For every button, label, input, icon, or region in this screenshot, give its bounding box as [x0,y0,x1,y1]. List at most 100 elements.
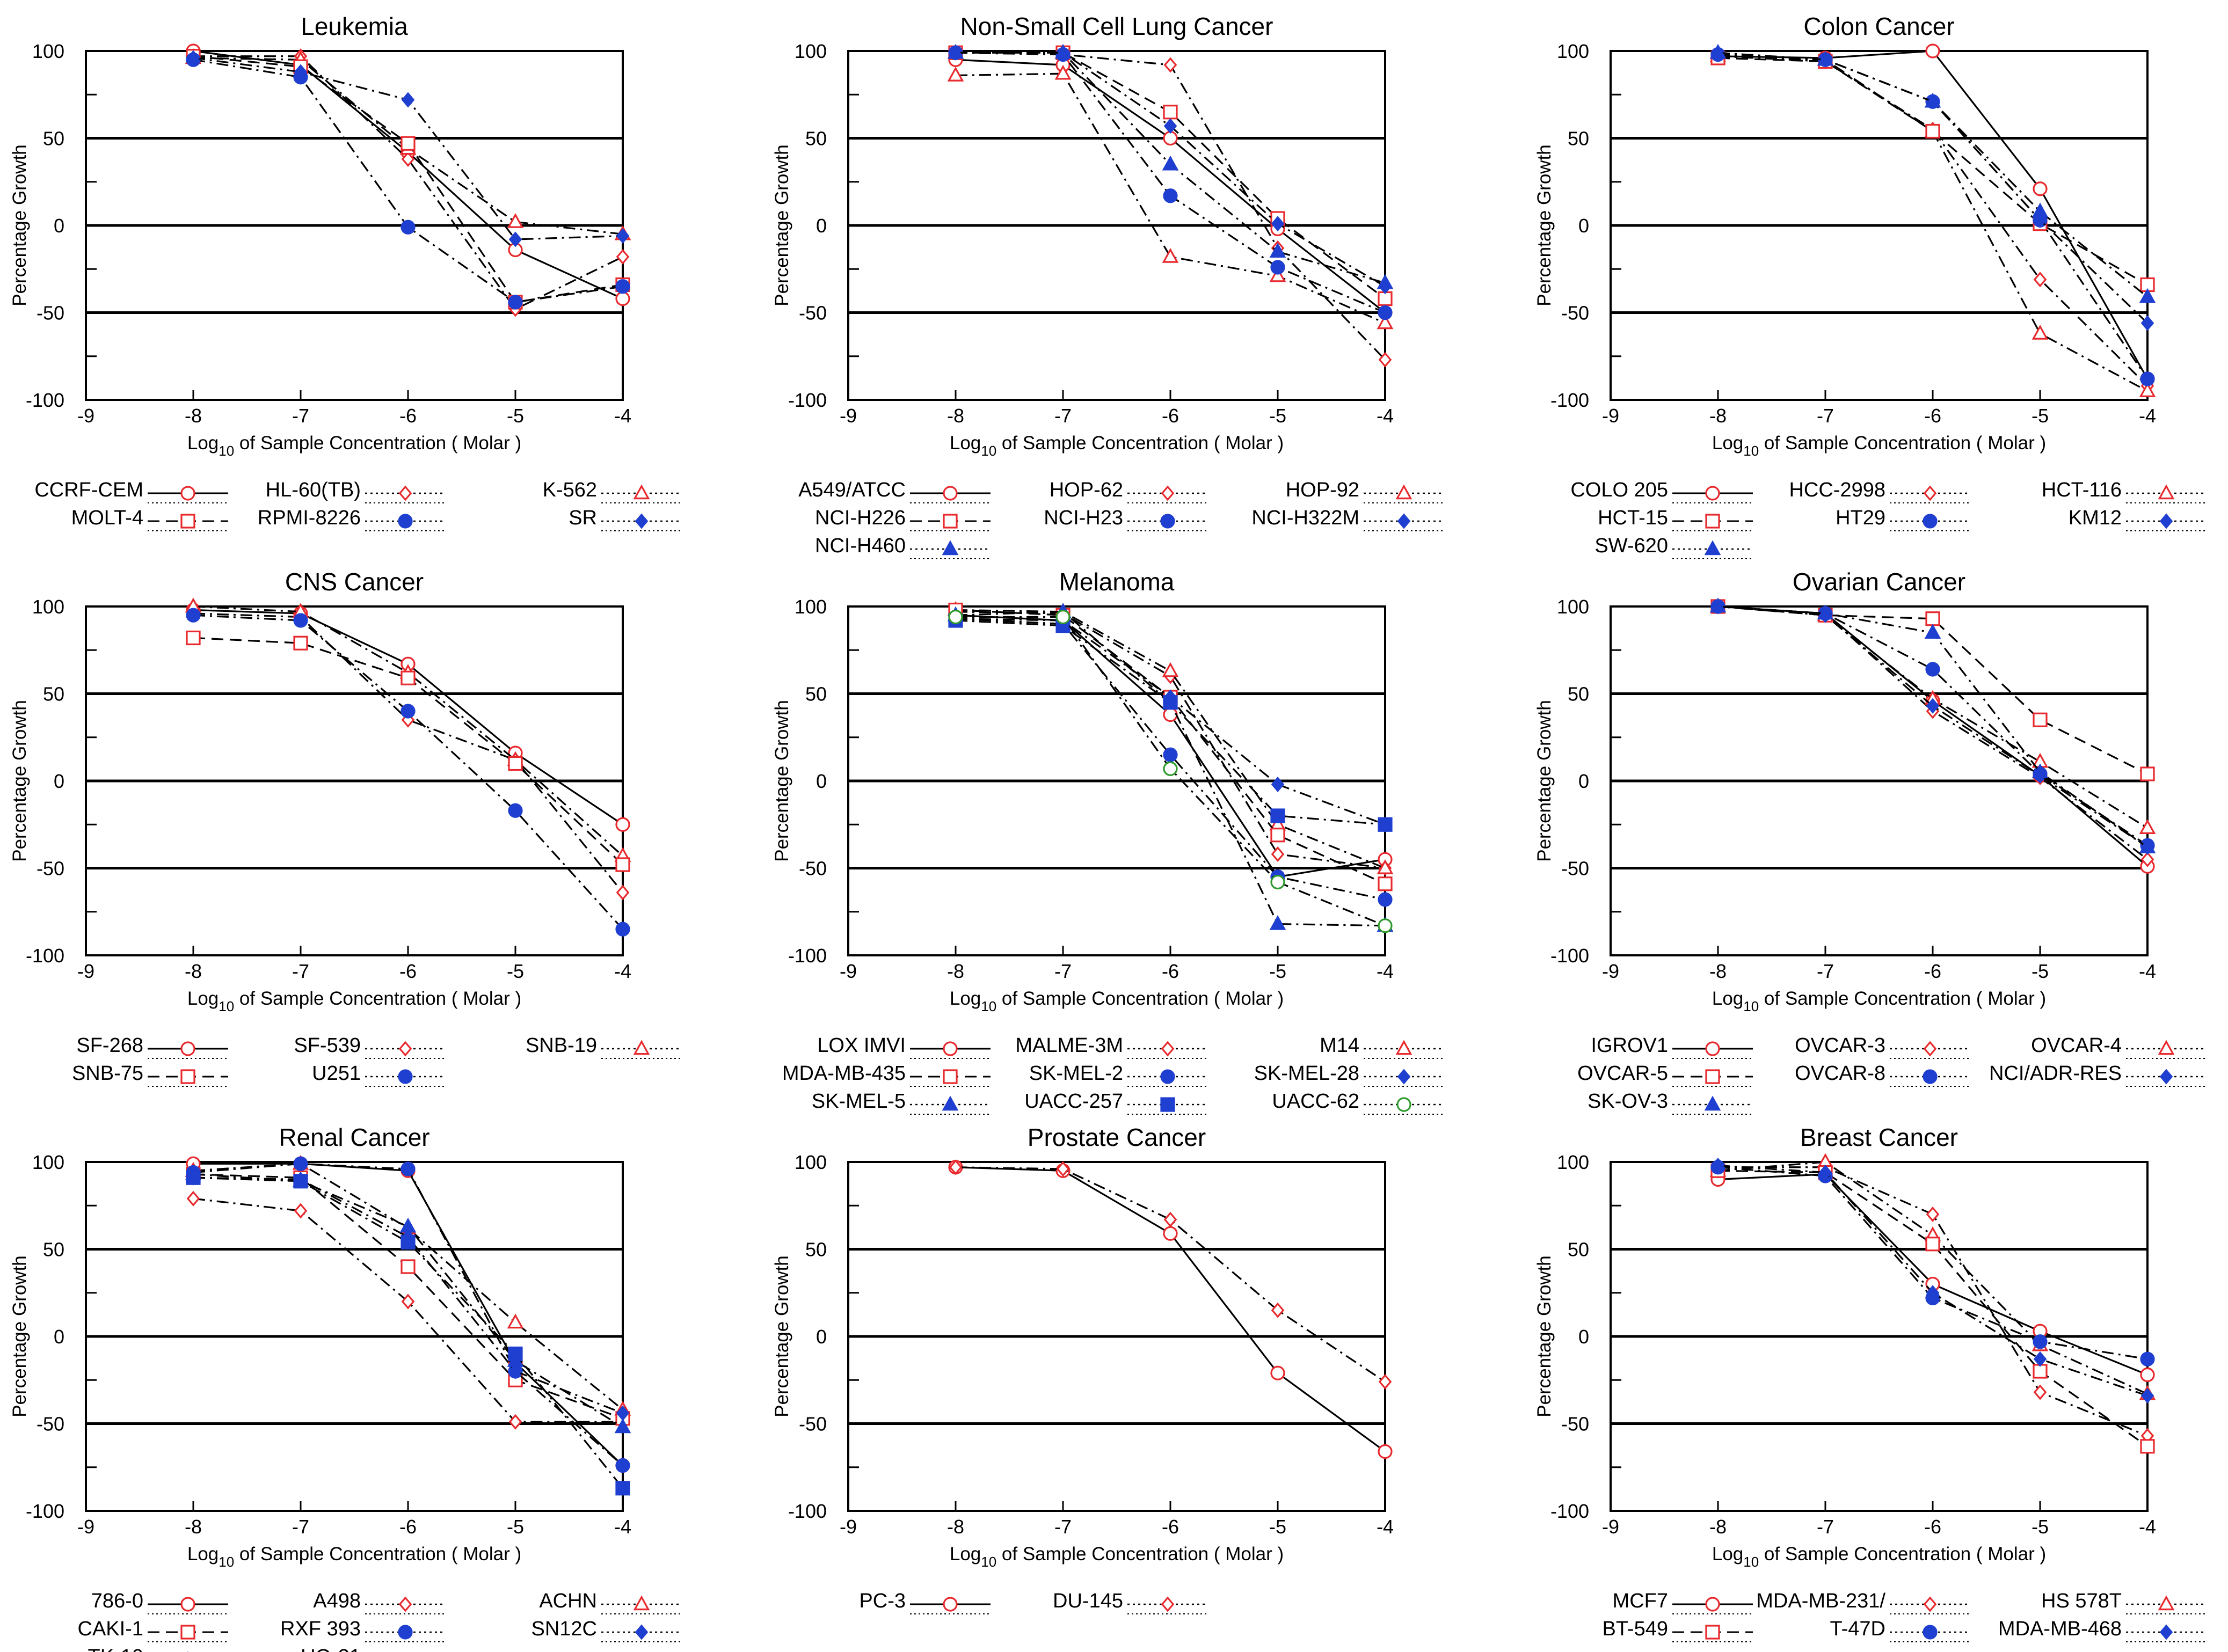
series-uacc-62 [948,609,1393,933]
series-line [955,609,1386,885]
legend-marker [1160,1097,1175,1112]
legend-marker [1923,514,1938,529]
series-line [1718,1166,2148,1437]
legend-marker [1704,1095,1721,1111]
legend-label: MCF7 [1613,1590,1668,1612]
legend-item: OVCAR-3 [1795,1034,1970,1059]
data-point [614,1418,631,1434]
legend-label: U251 [312,1062,361,1085]
legend-label: SK-MEL-5 [812,1090,906,1113]
data-point [947,43,964,59]
x-axis-label-base: Log [187,1544,219,1565]
x-tick-label: -8 [185,960,202,982]
series-malme-3m [949,604,1392,876]
x-tick-label: -6 [1162,405,1179,427]
x-axis-label-subscript: 10 [219,443,234,459]
data-point [1271,777,1285,792]
data-point [2139,382,2156,397]
data-point [2140,1439,2155,1454]
data-point [1270,874,1285,890]
legend-item: SK-MEL-5 [812,1090,991,1115]
series-line [1717,1166,2148,1360]
series-pc-3 [948,1160,1393,1459]
data-point [2139,838,2156,853]
legend-label: T-47D [1830,1618,1885,1640]
legend-item: MDA-MB-435 [782,1062,991,1087]
legend-marker [1395,1040,1412,1055]
legend-label: UO-31 [301,1646,361,1652]
legend-item: LOX IMVI [817,1034,991,1059]
series-line [955,59,1386,313]
legend-marker [943,1597,958,1612]
y-tick-label: 100 [32,596,64,618]
x-tick-label: -5 [507,405,524,427]
data-point [1270,1365,1285,1380]
legend-marker [943,514,958,529]
x-tick-label: -7 [1817,1516,1834,1538]
panel-leukemia: Leukemia 100 50 0 -50 -100 -9 -8 -7 -6 -5 -4 Percent… [9,12,682,531]
data-point [401,670,416,685]
data-point [507,1313,524,1329]
x-tick-label: -7 [1054,405,1072,427]
x-axis-label: Log10 of Sample Concentration ( Molar ) [187,988,521,1014]
x-tick-label: -4 [614,1516,631,1538]
legend-item: MDA-MB-231/ [1756,1590,1970,1614]
legend-item: NCI-H322M [1251,507,1444,531]
y-tick-label: 100 [1557,40,1589,62]
y-axis-label: Percentage Growth [1534,700,1555,862]
y-tick-label: 100 [795,40,827,62]
legend-item: NCI-H23 [1044,507,1208,531]
data-point [186,50,200,66]
legend-item: MDA-MB-468 [1998,1618,2207,1642]
data-point [1926,1207,1940,1222]
data-point [401,151,415,167]
x-axis-label-rest: of Sample Concentration ( Molar ) [996,1544,1284,1565]
series-u251 [186,608,630,937]
data-point [2032,202,2049,218]
x-axis-label-base: Log [187,433,219,454]
series-line [955,609,1386,869]
legend-label: SR [569,507,597,529]
y-tick-label: -100 [26,389,64,411]
legend-marker [398,1596,412,1612]
legend-item: UO-31 [301,1646,361,1652]
x-tick-label: -5 [2032,405,2049,427]
data-point [507,213,524,228]
legend-marker [1923,1069,1938,1084]
legend-label: SK-OV-3 [1588,1090,1668,1113]
x-tick-label: -5 [1269,1516,1286,1538]
series-m14 [947,601,1394,874]
x-axis-label-base: Log [1712,988,1743,1009]
legend-label: LOX IMVI [817,1034,906,1057]
x-tick-label: -4 [2139,960,2156,982]
legend-label: HOP-62 [1050,479,1123,501]
legend-item: UACC-257 [1024,1090,1208,1115]
legend: COLO 205 HCC-2998 HCT-116 HCT-15 HT29 KM12 SW-… [1570,479,2207,559]
x-tick-label: -9 [1602,405,1619,427]
legend-marker [2158,1595,2175,1611]
legend-label: ACHN [539,1590,597,1612]
legend-marker [633,1595,650,1611]
legend: MCF7 MDA-MB-231/HS 578T BT-549 T-47D MDA-MB-… [1602,1590,2207,1642]
y-tick-label: 50 [805,128,827,150]
data-point [293,1156,308,1171]
data-point [1163,1226,1178,1241]
data-point [401,704,416,719]
legend: SF-268 SF-539 SNB-19 SNB-75 U251 [72,1034,682,1087]
legend-marker [1704,540,1721,555]
y-tick-label: -100 [1550,1500,1589,1522]
legend-item: SR [569,507,682,531]
legend-item: A549/ATCC [798,479,991,503]
x-tick-label: -8 [185,405,202,427]
x-axis-label: Log10 of Sample Concentration ( Molar ) [950,433,1284,459]
legend-label: UACC-257 [1024,1090,1123,1113]
series-ccrf-cem [186,43,630,306]
panel-title: Breast Cancer [1800,1123,1958,1151]
series-line [1717,605,2148,860]
x-tick-label: -9 [1602,1516,1619,1538]
series-line [193,1197,623,1423]
x-axis-label-subscript: 10 [219,1554,234,1570]
x-tick-label: -6 [399,405,417,427]
legend-marker [1923,485,1937,501]
x-axis-label-subscript: 10 [981,1554,996,1570]
